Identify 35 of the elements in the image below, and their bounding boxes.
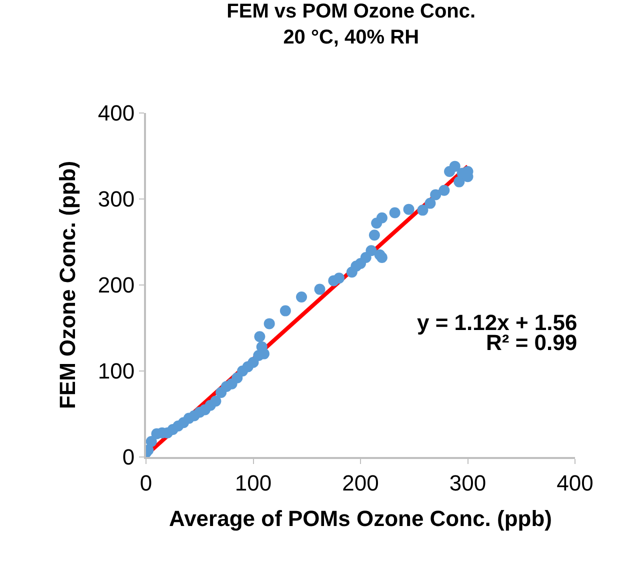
point	[146, 436, 157, 448]
point	[430, 189, 442, 200]
point	[424, 198, 436, 209]
point	[280, 305, 291, 316]
point	[264, 318, 275, 330]
chart-title: FEM vs POM Ozone Conc.	[226, 0, 476, 22]
point	[449, 160, 460, 172]
y-tick-label: 400	[98, 100, 135, 126]
x-tick-label: 100	[234, 470, 272, 496]
x-tick-label: 200	[342, 470, 379, 496]
x-tick-label: 300	[449, 470, 486, 496]
point	[376, 252, 388, 263]
y-tick-label: 0	[122, 444, 135, 470]
chart-subtitle: 20 °C, 40% RH	[283, 26, 420, 48]
point	[417, 204, 428, 216]
point	[232, 372, 243, 384]
y-tick-label: 300	[98, 186, 135, 212]
point	[254, 331, 266, 342]
x-axis-title: Average of POMs Ozone Conc. (ppb)	[169, 506, 552, 531]
point	[314, 284, 326, 295]
point	[376, 212, 388, 224]
point	[368, 230, 380, 241]
point	[403, 204, 414, 215]
point	[454, 176, 465, 188]
point	[366, 245, 377, 256]
point	[210, 396, 222, 407]
x-tick-label: 0	[140, 470, 152, 496]
x-tick-label: 400	[556, 470, 594, 496]
y-tick-label: 200	[98, 272, 135, 298]
point	[438, 184, 450, 196]
point	[334, 272, 345, 284]
point	[389, 207, 400, 218]
point	[296, 292, 308, 303]
y-tick-label: 100	[98, 358, 135, 384]
y-axis-title: FEM Ozone Conc. (ppb)	[55, 160, 80, 410]
